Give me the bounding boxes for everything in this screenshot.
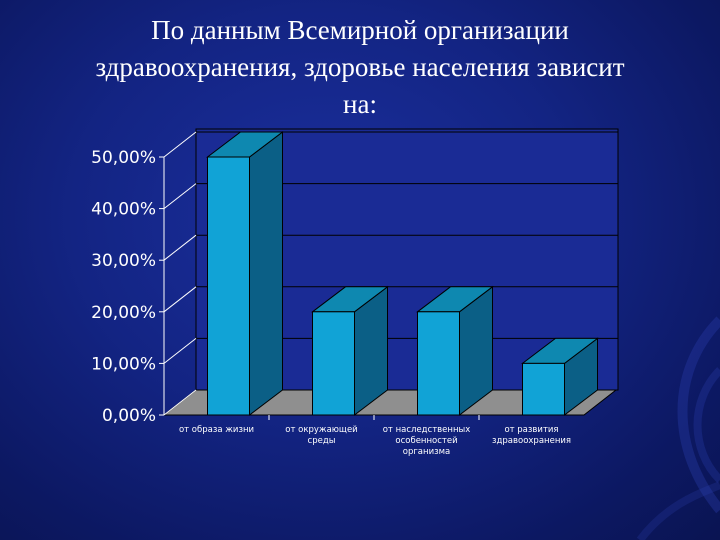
slide-title: По данным Всемирной организации здравоох… <box>0 12 720 123</box>
y-tick-connector <box>163 338 197 364</box>
y-tick-label: 50,00% <box>91 148 156 168</box>
y-tick-label: 40,00% <box>91 200 156 220</box>
chart-bars <box>206 130 599 417</box>
x-category-label-line: от наследственных <box>383 425 471 435</box>
y-axis-ticks: 0,00% 10,00% 20,00% 30,00% 40,00% 50,00% <box>91 148 156 426</box>
bar-front <box>522 362 565 416</box>
x-axis-labels: от образа жизни от окружающей среды от насл… <box>179 415 571 457</box>
bar <box>521 337 599 417</box>
x-category-label: от образа жизни <box>179 425 254 435</box>
y-tick-connector <box>163 183 197 209</box>
y-tick-label: 30,00% <box>91 251 156 271</box>
x-category-label-line: от развития <box>504 425 558 435</box>
bar <box>311 285 389 417</box>
bar-side <box>249 130 283 417</box>
y-tick-label: 20,00% <box>91 303 156 323</box>
x-category-label-line: от образа жизни <box>179 425 254 435</box>
x-category-label-line: от окружающей <box>285 425 357 435</box>
bar-front <box>312 311 355 416</box>
x-category-label: от развития здравоохранения <box>492 425 571 446</box>
bar <box>416 285 494 417</box>
slide-title-line-3: на: <box>343 89 377 119</box>
x-category-label-line: среды <box>308 436 336 446</box>
y-tick-connector <box>163 389 197 416</box>
x-category-label-line: здравоохранения <box>492 436 571 446</box>
y-tick-label: 10,00% <box>91 354 156 374</box>
y-tick-label: 0,00% <box>102 406 156 426</box>
y-tick-connector <box>163 286 197 313</box>
slide-title-line-2: здравоохранения, здоровье населения зави… <box>95 52 625 82</box>
slide-title-line-1: По данным Всемирной организации <box>151 15 569 45</box>
x-category-label-line: организма <box>403 447 451 457</box>
y-tick-connector <box>163 234 197 261</box>
x-category-label: от наследственных особенностей организма <box>383 425 471 457</box>
x-category-label-line: особенностей <box>395 436 457 446</box>
x-category-label: от окружающей среды <box>285 425 357 446</box>
bar-front <box>417 311 460 416</box>
bar-front <box>207 156 250 416</box>
y-tick-connector <box>163 131 197 158</box>
bar <box>206 130 284 417</box>
